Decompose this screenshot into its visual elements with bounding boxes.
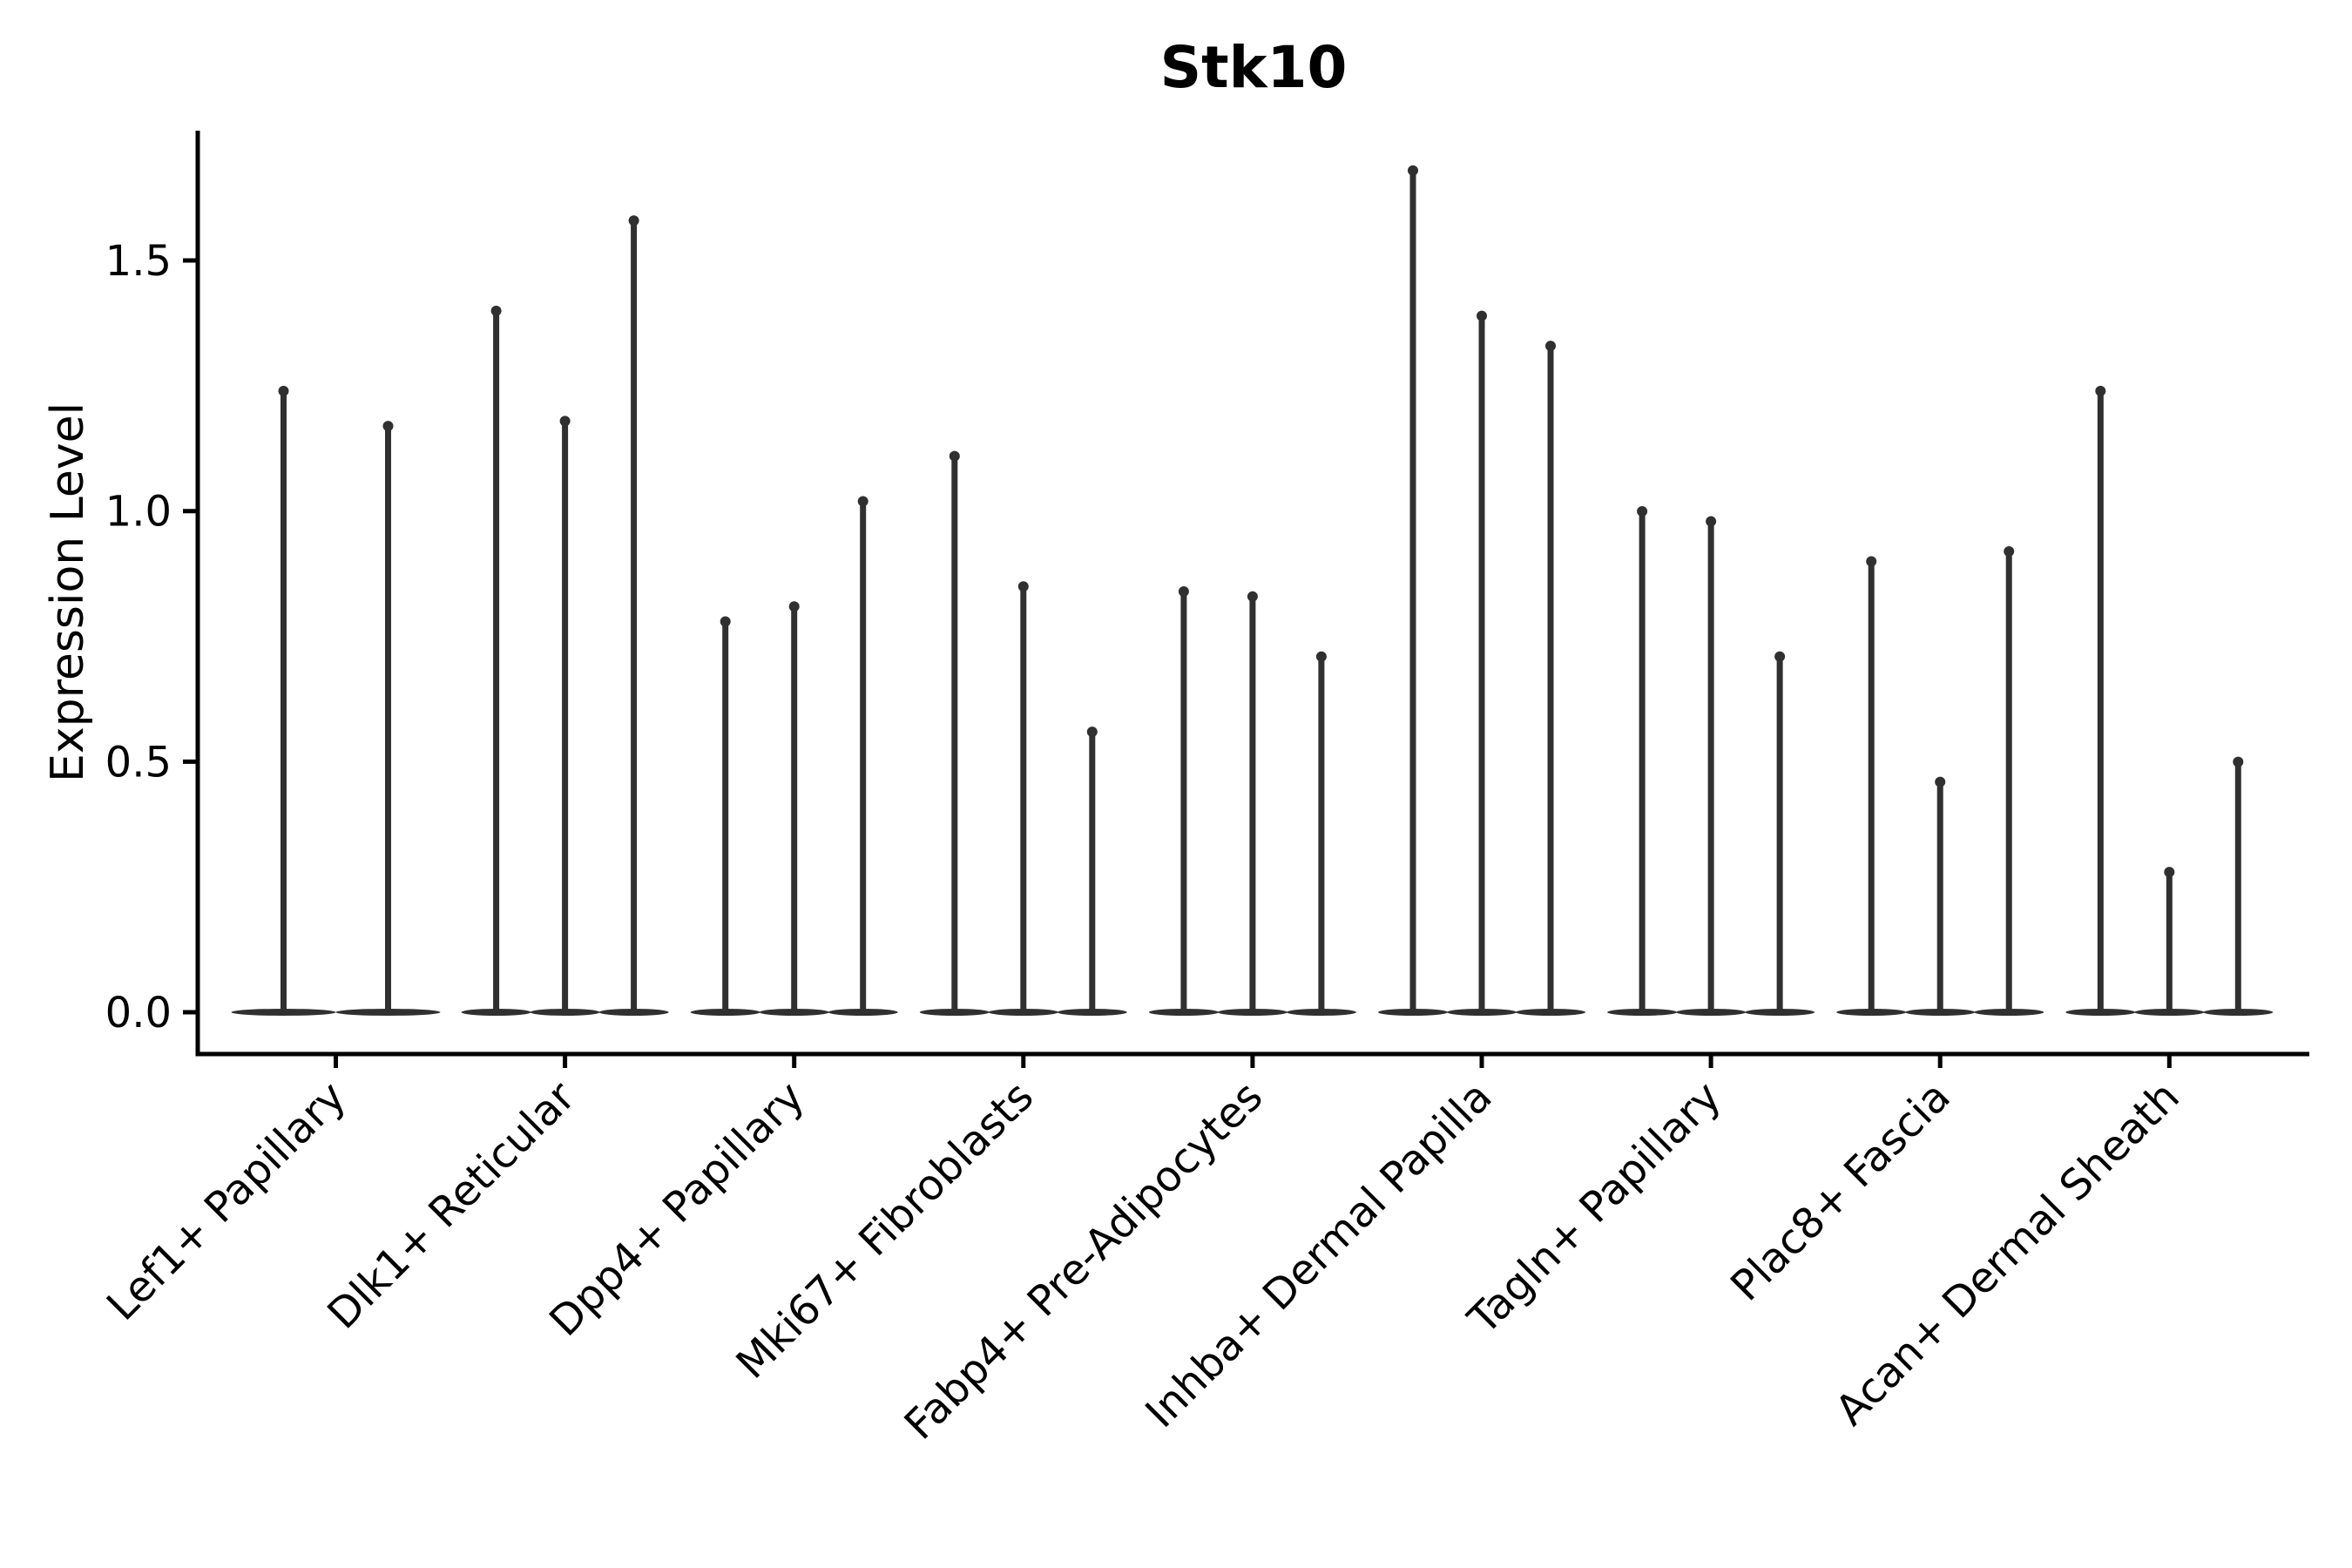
x-tick-label: Dpp4+ Papillary — [540, 1072, 814, 1346]
violin-spike-tip — [1178, 585, 1189, 597]
violins — [231, 165, 2274, 1016]
violin — [828, 496, 898, 1016]
violin — [988, 581, 1058, 1016]
violin-spike-tip — [382, 421, 394, 432]
x-tick-label: Plac8+ Fascia — [1721, 1072, 1960, 1311]
violin-spike-tip — [1637, 505, 1648, 517]
y-axis-ticks: 0.0 0.5 1.0 1.5 — [105, 237, 198, 1037]
violin — [1286, 651, 1356, 1016]
violin-spike-tip — [1706, 516, 1717, 527]
violin — [461, 305, 531, 1016]
violin — [2203, 756, 2274, 1016]
violin — [1905, 776, 1976, 1016]
violin-spike-tip — [1774, 651, 1786, 662]
y-tick-label: 1.5 — [105, 237, 172, 286]
violin-spike-tip — [559, 416, 571, 427]
violin-spike-tip — [2095, 385, 2106, 396]
y-tick-label: 1.0 — [105, 488, 172, 537]
x-tick-label: Tagln+ Papillary — [1458, 1072, 1730, 1344]
violin-spike-tip — [1545, 341, 1556, 352]
x-tick-label: Lef1+ Papillary — [98, 1072, 355, 1330]
violin-spike-tip — [1315, 651, 1327, 662]
violin — [2065, 385, 2136, 1016]
violin — [759, 601, 829, 1016]
violin-spike-tip — [1086, 727, 1098, 738]
violin — [919, 450, 990, 1016]
violin-spike-tip — [1408, 165, 1418, 176]
violin — [1607, 505, 1678, 1016]
violin — [690, 616, 760, 1016]
violin-spike-tip — [1247, 591, 1258, 602]
y-axis-title: Expression Level — [42, 402, 94, 782]
violin-spike-tip — [720, 616, 731, 627]
violin — [1378, 165, 1448, 1016]
violin — [2134, 867, 2205, 1016]
violin-spike-tip — [1935, 776, 1946, 787]
violin-spike-tip — [2233, 756, 2244, 767]
violin-spike-tip — [1017, 581, 1029, 592]
violin-spike-tip — [2004, 545, 2015, 557]
violin — [335, 421, 441, 1016]
violin — [1745, 651, 1815, 1016]
violin — [231, 385, 336, 1016]
violin — [1148, 585, 1219, 1016]
chart-title: Stk10 — [1160, 34, 1348, 101]
violin-spike-tip — [1866, 556, 1877, 567]
violin — [1057, 727, 1127, 1016]
y-tick-label: 0.0 — [105, 989, 172, 1037]
violin-spike-tip — [2164, 867, 2175, 878]
violin — [1836, 556, 1907, 1016]
violin — [1217, 591, 1288, 1016]
violin-spike-tip — [949, 450, 960, 462]
violin — [1516, 341, 1585, 1016]
violin-spike-tip — [628, 215, 639, 226]
violin-spike-tip — [788, 601, 800, 612]
violin-spike-tip — [857, 496, 868, 507]
violin-spike-tip — [1477, 310, 1487, 321]
violin — [1676, 516, 1747, 1016]
x-tick-label: Dlk1+ Reticular — [318, 1072, 585, 1339]
violin — [1447, 310, 1517, 1016]
violin — [1974, 545, 2044, 1016]
violin — [598, 215, 669, 1016]
violin-spike-tip — [278, 385, 289, 396]
violin — [530, 416, 600, 1016]
y-tick-label: 0.5 — [105, 738, 172, 787]
violin-spike-tip — [490, 305, 502, 316]
